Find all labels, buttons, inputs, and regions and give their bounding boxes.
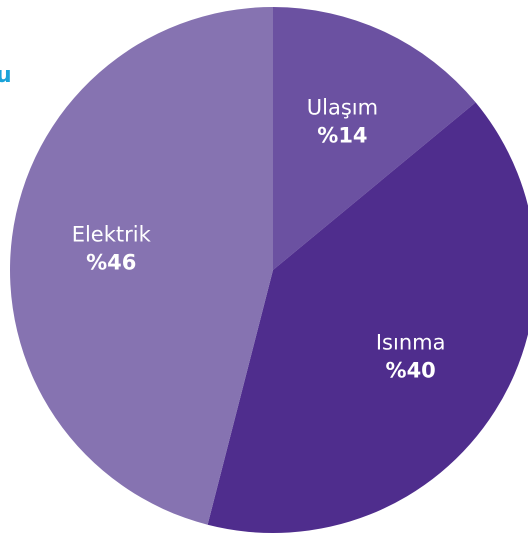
chart-title: u — [0, 63, 12, 88]
pie-slice — [273, 7, 476, 270]
pie-slice — [10, 7, 273, 525]
slice-value-label: %14 — [317, 123, 367, 147]
slice-label: Isınma — [376, 330, 446, 354]
pie-slice — [207, 102, 528, 533]
slice-value-label: %40 — [386, 358, 436, 382]
slice-value-label: %46 — [86, 251, 136, 275]
slice-label: Ulaşım — [307, 95, 378, 119]
slice-label: Elektrik — [72, 223, 152, 247]
